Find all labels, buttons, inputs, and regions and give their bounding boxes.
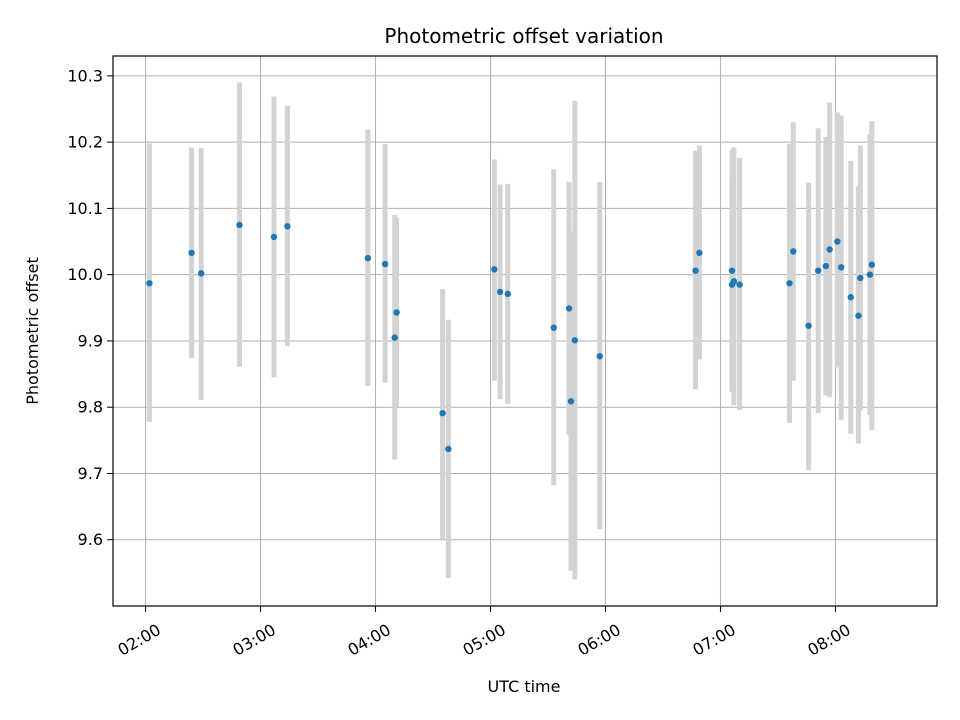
- data-point: [146, 280, 153, 287]
- y-axis-label: Photometric offset: [23, 257, 42, 405]
- grid-layer: [113, 56, 937, 606]
- data-point: [571, 337, 579, 344]
- chart-title: Photometric offset variation: [384, 24, 663, 48]
- data-point: [692, 267, 699, 274]
- y-axis: 9.6 9.7 9.8 9.9 10.0 10.1 10.2 10.3: [67, 66, 113, 549]
- point-layer: [146, 221, 876, 453]
- data-point: [445, 445, 452, 453]
- data-point: [236, 221, 243, 229]
- data-point: [696, 249, 703, 257]
- data-point: [439, 409, 446, 417]
- data-point: [822, 262, 830, 270]
- data-point: [855, 312, 862, 319]
- data-point: [391, 334, 398, 341]
- data-point: [834, 238, 841, 245]
- data-point: [270, 233, 278, 241]
- data-point: [504, 290, 511, 298]
- data-point: [197, 270, 205, 277]
- data-point: [188, 249, 195, 257]
- data-point: [393, 309, 400, 316]
- data-point: [284, 223, 291, 230]
- data-point: [491, 266, 498, 273]
- data-point: [826, 246, 833, 253]
- data-point: [364, 254, 372, 262]
- data-point: [814, 267, 822, 274]
- data-point: [866, 271, 874, 278]
- y-tick-label: 10.2: [67, 133, 103, 152]
- y-tick-label: 9.9: [78, 331, 103, 350]
- y-tick-label: 9.8: [78, 398, 103, 417]
- data-point: [565, 305, 573, 312]
- data-point: [736, 281, 743, 288]
- data-point: [805, 322, 812, 329]
- data-point: [550, 324, 557, 331]
- data-point: [381, 260, 389, 268]
- data-point: [868, 261, 876, 268]
- data-point: [730, 278, 738, 285]
- y-tick-label: 10.1: [67, 199, 103, 218]
- data-point: [786, 280, 793, 287]
- plot-frame: [112, 55, 938, 607]
- x-axis-label: UTC time: [488, 677, 561, 696]
- y-tick-label: 9.6: [78, 530, 103, 549]
- data-point: [790, 248, 797, 255]
- data-point: [567, 398, 575, 405]
- data-point: [496, 288, 504, 296]
- data-point: [596, 352, 603, 360]
- y-tick-label: 9.7: [78, 464, 103, 483]
- data-point: [847, 294, 854, 301]
- y-tick-label: 10.0: [67, 265, 103, 284]
- data-point: [728, 267, 736, 274]
- data-point: [857, 274, 864, 282]
- data-point: [837, 264, 845, 271]
- y-tick-label: 10.3: [67, 66, 103, 85]
